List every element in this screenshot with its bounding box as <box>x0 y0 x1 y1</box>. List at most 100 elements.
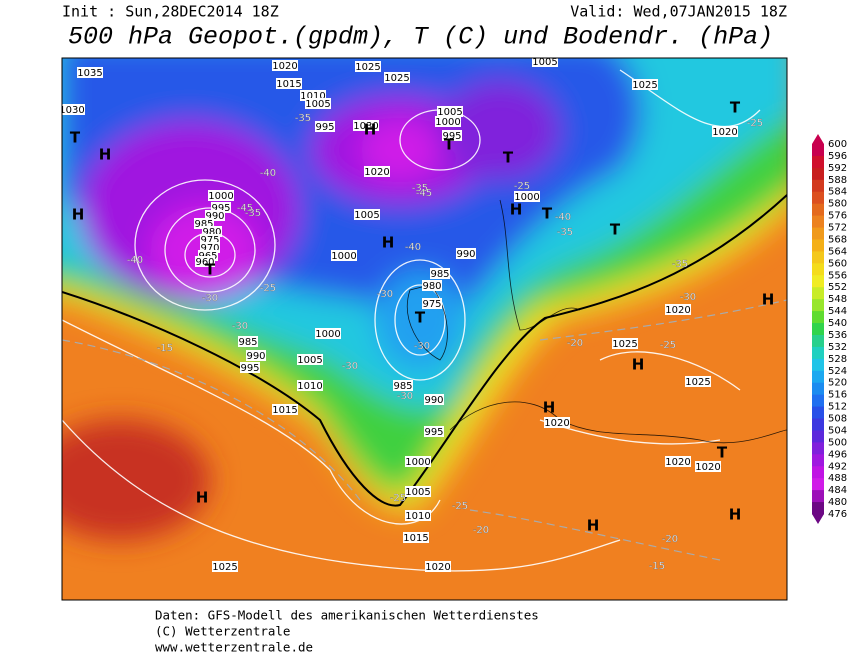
pressure-center: H <box>729 506 742 524</box>
isobar-label: 1000 <box>514 192 539 203</box>
temperature-label: -30 <box>202 293 218 304</box>
valid-time: Valid: Wed,07JAN2015 18Z <box>570 3 787 21</box>
colorbar-label: 524 <box>828 366 847 377</box>
isobar-label-box <box>276 78 302 89</box>
pressure-center: T <box>444 136 455 154</box>
colorbar-swatch <box>812 251 824 264</box>
colorbar-swatch <box>812 370 824 384</box>
isobar-label: 985 <box>430 269 449 280</box>
temperature-label: -25 <box>390 493 406 504</box>
isobar-label-box <box>532 58 558 67</box>
colorbar-swatch <box>812 311 824 324</box>
isobar-label-box <box>405 510 431 521</box>
isotherm <box>62 339 361 501</box>
isobar-label: 1015 <box>276 79 301 90</box>
colorbar-swatch <box>812 191 824 205</box>
colorbar-label: 564 <box>828 246 847 257</box>
isobar-label-box <box>198 250 218 261</box>
isobar-label: 1010 <box>405 511 430 522</box>
isobar-label: 980 <box>422 281 441 292</box>
temperature-label: -20 <box>662 534 678 545</box>
colorbar-label: 508 <box>828 414 847 425</box>
temperature-label: -30 <box>397 391 413 402</box>
colorbar-label: 544 <box>828 306 847 317</box>
colorbar-label: 536 <box>828 330 847 341</box>
colorbar-label: 552 <box>828 282 847 293</box>
isobar-label: 1020 <box>665 457 690 468</box>
isobar-label-box <box>422 298 442 309</box>
temperature-label: -25 <box>660 340 676 351</box>
coastline <box>499 199 581 331</box>
isobar <box>62 419 621 572</box>
colorbar-swatch <box>812 454 824 467</box>
isobar-label-box <box>665 304 691 315</box>
isobar-label-box <box>393 380 413 391</box>
isobar <box>374 259 466 381</box>
isobar-label-box <box>205 210 225 221</box>
isobar-label-box <box>331 250 357 261</box>
pressure-center: H <box>72 206 85 224</box>
colorbar-swatch <box>812 299 824 312</box>
temperature-label: -25 <box>747 118 763 129</box>
colorbar-swatch <box>812 394 824 408</box>
isobar-label-box <box>354 209 380 220</box>
isobar-label: 1020 <box>425 562 450 573</box>
isobar-label-box <box>695 461 721 472</box>
isobar-label-box <box>297 354 323 365</box>
isobar-label: 1035 <box>77 68 102 79</box>
pressure-center: H <box>632 356 645 374</box>
colorbar-swatch <box>812 346 824 360</box>
colorbar-cap <box>812 514 824 524</box>
colorbar-swatch <box>812 382 824 396</box>
footer-url: www.wetterzentrale.de <box>155 640 313 655</box>
isobar-label-box <box>272 60 298 71</box>
field-purple <box>440 80 560 180</box>
temperature-label: -25 <box>514 181 530 192</box>
isobar-label-box <box>212 561 238 572</box>
isobar-label-box <box>77 67 103 78</box>
isobar-label-box <box>425 561 451 572</box>
isobar-label: 975 <box>422 299 441 310</box>
isobar-label: 1005 <box>297 355 322 366</box>
isobar-label-box <box>405 456 431 467</box>
colorbar-label: 592 <box>828 163 847 174</box>
isobar-label: 1000 <box>435 117 460 128</box>
pressure-center: H <box>543 399 556 417</box>
isobar-label: 1025 <box>384 73 409 84</box>
isobar-label-box <box>437 106 463 117</box>
colorbar-swatch <box>812 155 824 169</box>
temperature-label: -15 <box>649 561 665 572</box>
isobar-label: 970 <box>200 243 219 254</box>
isobar-label: 1005 <box>437 107 462 118</box>
isobar-label-box <box>62 104 85 115</box>
isobar-label: 1025 <box>355 62 380 73</box>
pressure-center: T <box>415 309 426 327</box>
isobar-label: 1015 <box>403 533 428 544</box>
isobar-label: 985 <box>194 219 213 230</box>
colorbar-swatch <box>812 287 824 300</box>
colorbar-label: 528 <box>828 354 847 365</box>
temperature-label: -30 <box>232 321 248 332</box>
field-lightblue <box>375 270 465 370</box>
isobar-label-box <box>200 242 220 253</box>
colorbar-swatch <box>812 167 824 181</box>
isotherm <box>469 509 721 561</box>
colorbar-label: 576 <box>828 211 847 222</box>
isobar-label-box <box>208 190 234 201</box>
pressure-center: T <box>205 261 216 279</box>
isobar-label: 1020 <box>544 418 569 429</box>
isobar-label: 1005 <box>354 210 379 221</box>
temperature-label: -30 <box>377 289 393 300</box>
isobar-label-box <box>194 218 214 229</box>
colorbar-label: 496 <box>828 449 847 460</box>
colorbar-label: 520 <box>828 378 847 389</box>
colorbar-swatch <box>812 430 824 443</box>
colorbar-label: 512 <box>828 402 847 413</box>
colorbar-label: 480 <box>828 497 847 508</box>
isobar-label: 1025 <box>685 377 710 388</box>
colorbar-label: 540 <box>828 318 847 329</box>
colorbar-swatch <box>812 466 824 479</box>
isobar-label: 1020 <box>695 462 720 473</box>
